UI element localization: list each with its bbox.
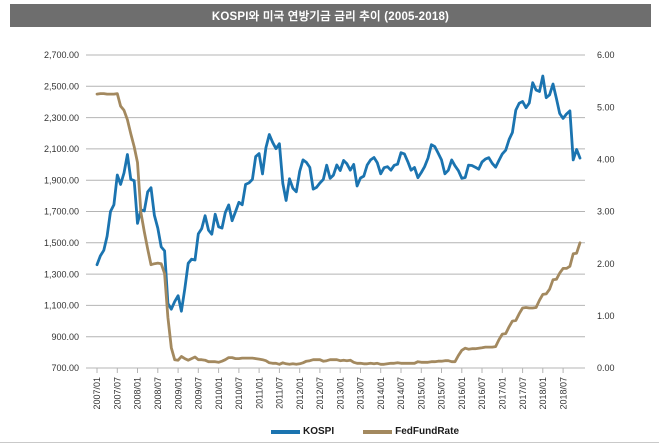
left-axis-tick-label: 900.00	[51, 332, 79, 342]
x-axis-tick-label: 2017/01	[498, 377, 508, 410]
x-axis-tick-label: 2016/07	[477, 377, 487, 410]
kospi-line-series	[95, 74, 582, 313]
x-axis-tick-label: 2008/01	[133, 377, 143, 410]
left-axis-tick-label: 1,300.00	[44, 269, 79, 279]
left-axis-tick-label: 700.00	[51, 363, 79, 373]
left-axis-tick-label: 1,100.00	[44, 301, 79, 311]
left-axis-tick-label: 1,900.00	[44, 175, 79, 185]
right-axis-tick-label: 5.00	[597, 102, 615, 112]
x-axis-tick-label: 2007/01	[92, 377, 102, 410]
left-axis-tick-label: 1,500.00	[44, 238, 79, 248]
right-axis-tick-label: 0.00	[597, 363, 615, 373]
x-axis-tick-label: 2013/01	[335, 377, 345, 410]
x-axis-tick-label: 2017/07	[518, 377, 528, 410]
chart-title: KOSPI와 미국 연방기금 금리 추이 (2005-2018)	[211, 10, 450, 23]
x-axis-tick-label: 2008/07	[153, 377, 163, 410]
left-axis-tick-label: 2,300.00	[44, 113, 79, 123]
x-axis-tick-label: 2018/07	[558, 377, 568, 410]
right-axis-tick-label: 6.00	[597, 50, 615, 60]
x-axis-tick-label: 2016/01	[457, 377, 467, 410]
chart-legend: KOSPI FedFundRate	[271, 425, 459, 439]
right-axis-tick-label: 1.00	[597, 311, 615, 321]
fedfundrate-line-swatch-icon	[363, 430, 393, 434]
legend-item-kospi: KOSPI	[271, 427, 334, 437]
bottom-separator	[0, 442, 659, 443]
chart-title-bar: KOSPI와 미국 연방기금 금리 추이 (2005-2018)	[10, 4, 651, 27]
x-axis-tick-label: 2014/01	[376, 377, 386, 410]
right-axis-tick-label: 2.00	[597, 259, 615, 269]
x-axis-tick-label: 2009/07	[194, 377, 204, 410]
left-axis-tick-label: 2,700.00	[44, 50, 79, 60]
x-axis-tick-label: 2018/01	[538, 377, 548, 410]
legend-label-fedfundrate: FedFundRate	[395, 426, 460, 437]
x-axis-tick-label: 2015/01	[417, 377, 427, 410]
right-axis-tick-label: 4.00	[597, 155, 615, 165]
x-axis-tick-label: 2014/07	[396, 377, 406, 410]
x-axis-tick-label: 2007/07	[113, 377, 123, 410]
legend-label-kospi: KOSPI	[303, 426, 335, 437]
x-axis-tick-label: 2013/07	[356, 377, 366, 410]
left-axis-tick-label: 2,500.00	[44, 82, 79, 92]
right-axis-tick-label: 3.00	[597, 207, 615, 217]
x-axis-tick-label: 2011/07	[275, 377, 285, 409]
fedfundrate-line-series	[95, 92, 582, 366]
x-axis-tick-label: 2012/01	[295, 377, 305, 410]
x-axis-tick-label: 2010/07	[234, 377, 244, 410]
x-axis-tick-label: 2012/07	[315, 377, 325, 410]
x-axis-tick-label: 2015/07	[437, 377, 447, 410]
left-axis-tick-label: 2,100.00	[44, 144, 79, 154]
x-axis-tick-label: 2009/01	[173, 377, 183, 410]
left-axis-tick-label: 1,700.00	[44, 207, 79, 217]
legend-item-fedfundrate: FedFundRate	[363, 427, 459, 437]
kospi-line-swatch-icon	[271, 430, 300, 434]
x-axis-tick-label: 2010/01	[214, 377, 224, 410]
x-axis-tick-label: 2011/01	[254, 377, 264, 409]
